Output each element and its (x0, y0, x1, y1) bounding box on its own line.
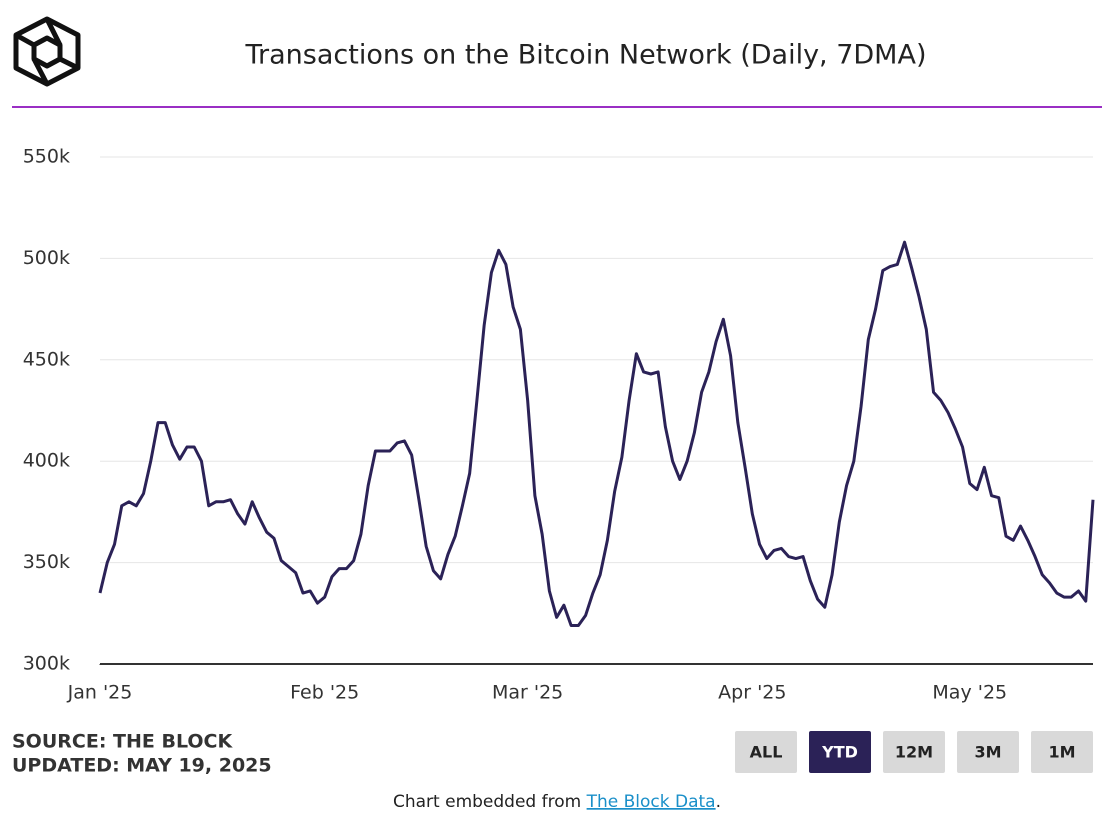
footer-link[interactable]: The Block Data (586, 792, 716, 812)
footer-end: . (716, 792, 721, 812)
line-series (98, 240, 1095, 627)
range-button[interactable]: ALL (735, 731, 797, 773)
button-bg (957, 731, 1019, 773)
button-bg (809, 731, 871, 773)
range-button[interactable]: 1M (1031, 731, 1093, 773)
updated: UPDATED: MAY 19, 2025 (12, 755, 272, 777)
button-label[interactable]: 12M (895, 743, 933, 762)
y-tick-label: 550k (23, 146, 70, 168)
footer: Chart embedded from The Block Data. (393, 792, 721, 812)
button-bg (883, 731, 945, 773)
x-tick-label: Jan '25 (67, 682, 133, 704)
y-tick-label: 500k (23, 247, 70, 269)
source: SOURCE: THE BLOCK (12, 731, 233, 753)
logo (13, 16, 81, 87)
x-tick-label: May '25 (932, 682, 1007, 704)
button-label[interactable]: 1M (1048, 743, 1075, 762)
y-tick-label: 450k (23, 348, 70, 370)
footer-text: Chart embedded from (393, 792, 587, 812)
y-tick-label: 350k (23, 551, 70, 573)
button-bg (735, 731, 797, 773)
range-button[interactable]: YTD (809, 731, 871, 773)
button-label[interactable]: 3M (974, 743, 1001, 762)
y-tick-label: 300k (23, 653, 70, 675)
x-tick-label: Apr '25 (718, 682, 786, 704)
button-label[interactable]: YTD (821, 743, 858, 762)
x-tick-label: Mar '25 (492, 682, 563, 704)
x-tick-label: Feb '25 (290, 682, 359, 704)
button-bg (1031, 731, 1093, 773)
range-button[interactable]: 12M (883, 731, 945, 773)
button-label[interactable]: ALL (750, 743, 783, 762)
range-button[interactable]: 3M (957, 731, 1019, 773)
y-tick-label: 400k (23, 450, 70, 472)
chart-title: Transactions on the Bitcoin Network (Dai… (245, 40, 927, 71)
